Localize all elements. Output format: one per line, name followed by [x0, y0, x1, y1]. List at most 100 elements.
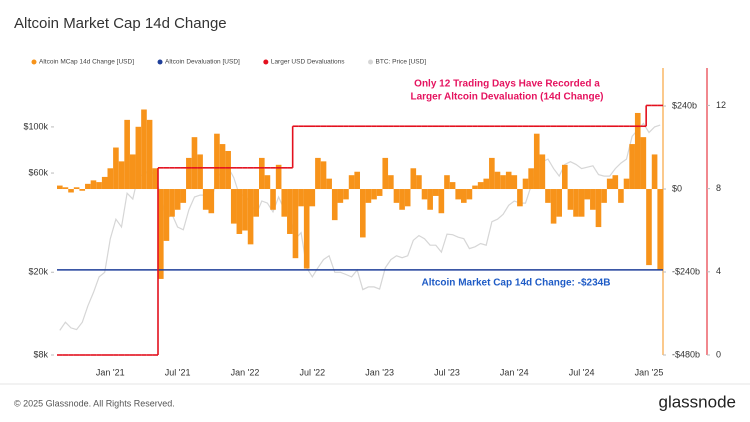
bar: [247, 189, 254, 245]
bar: [197, 154, 203, 190]
bar: [135, 126, 142, 190]
bar: [320, 161, 327, 190]
bar: [427, 189, 433, 210]
bar: [124, 119, 130, 190]
y3-tick-label: 12: [716, 100, 726, 110]
bar: [545, 189, 551, 203]
bar: [646, 189, 652, 266]
y2-tick-label: $240b: [672, 100, 697, 110]
bar: [416, 175, 422, 190]
bar: [461, 189, 467, 203]
bar: [85, 183, 91, 190]
bar: [259, 157, 265, 190]
legend-marker: [157, 59, 163, 65]
x-tick-label: Jul '24: [569, 367, 595, 377]
bar: [421, 189, 428, 200]
bar: [208, 189, 215, 214]
y3-tick-label: 8: [716, 183, 721, 193]
bar: [275, 164, 282, 190]
bar: [584, 189, 591, 200]
bar: [96, 182, 102, 190]
bar: [399, 189, 405, 210]
bar: [101, 176, 108, 190]
bar: [169, 189, 175, 217]
bar: [264, 175, 271, 190]
legend-marker: [263, 59, 269, 65]
bar: [556, 189, 562, 217]
bar: [163, 189, 170, 241]
bar: [68, 189, 74, 193]
bar: [601, 189, 607, 203]
bar: [432, 189, 439, 196]
bar: [118, 161, 125, 190]
bar: [73, 187, 80, 190]
bar: [489, 157, 495, 190]
bar: [343, 189, 349, 200]
bar: [438, 189, 445, 214]
bar: [57, 185, 63, 190]
bar: [444, 175, 450, 190]
bar: [640, 137, 647, 190]
bar: [180, 189, 187, 203]
bar: [657, 189, 663, 270]
y-tick-label: $8k: [33, 349, 48, 359]
bar: [303, 189, 310, 269]
y3-tick-label: 0: [716, 349, 721, 359]
annotation: Only 12 Trading Days Have Recorded a: [414, 79, 600, 90]
x-tick-label: Jan '24: [500, 367, 529, 377]
bar: [629, 144, 635, 190]
bar: [500, 175, 506, 190]
bar: [219, 144, 226, 190]
bar: [174, 189, 181, 210]
bar: [505, 171, 512, 190]
bar: [146, 119, 153, 190]
bar: [225, 150, 231, 190]
legend-label: Altcoin Devaluation [USD]: [165, 59, 240, 66]
y-tick-label: $20k: [28, 267, 48, 277]
bar: [281, 189, 288, 217]
legend-label: Larger USD Devaluations: [271, 59, 345, 66]
bar: [158, 189, 164, 279]
bar: [191, 137, 198, 190]
bar: [517, 189, 523, 207]
bar: [331, 189, 338, 221]
bar: [382, 157, 389, 190]
y3-tick-label: 4: [716, 266, 721, 276]
bar: [477, 182, 484, 190]
bar: [107, 168, 114, 190]
bar: [62, 187, 69, 190]
bar: [309, 189, 316, 207]
bar: [287, 189, 293, 234]
y2-tick-label: -$240b: [672, 266, 700, 276]
bar: [202, 189, 209, 210]
bar: [360, 189, 366, 238]
bar: [618, 189, 624, 203]
bar: [230, 189, 237, 224]
bar: [623, 178, 630, 190]
bar: [186, 157, 192, 190]
bar: [511, 175, 518, 190]
bar: [236, 189, 243, 234]
bar: [242, 189, 248, 231]
bar: [371, 189, 377, 200]
bar: [573, 189, 579, 217]
x-tick-label: Jul '22: [299, 367, 325, 377]
x-tick-label: Jan '23: [365, 367, 394, 377]
bar: [365, 189, 372, 203]
bar: [214, 133, 220, 190]
bar: [522, 178, 529, 190]
bar: [651, 154, 658, 190]
bar: [388, 175, 394, 190]
bar: [634, 112, 641, 190]
y-tick-label: $60k: [28, 167, 48, 177]
bar: [270, 189, 276, 210]
bar: [472, 185, 478, 190]
legend-marker: [31, 59, 37, 65]
x-tick-label: Jul '23: [434, 367, 460, 377]
legend-marker: [368, 59, 374, 65]
y2-tick-label: $0: [672, 183, 682, 193]
bar: [404, 189, 411, 207]
bar: [79, 189, 86, 191]
bar: [533, 133, 540, 190]
